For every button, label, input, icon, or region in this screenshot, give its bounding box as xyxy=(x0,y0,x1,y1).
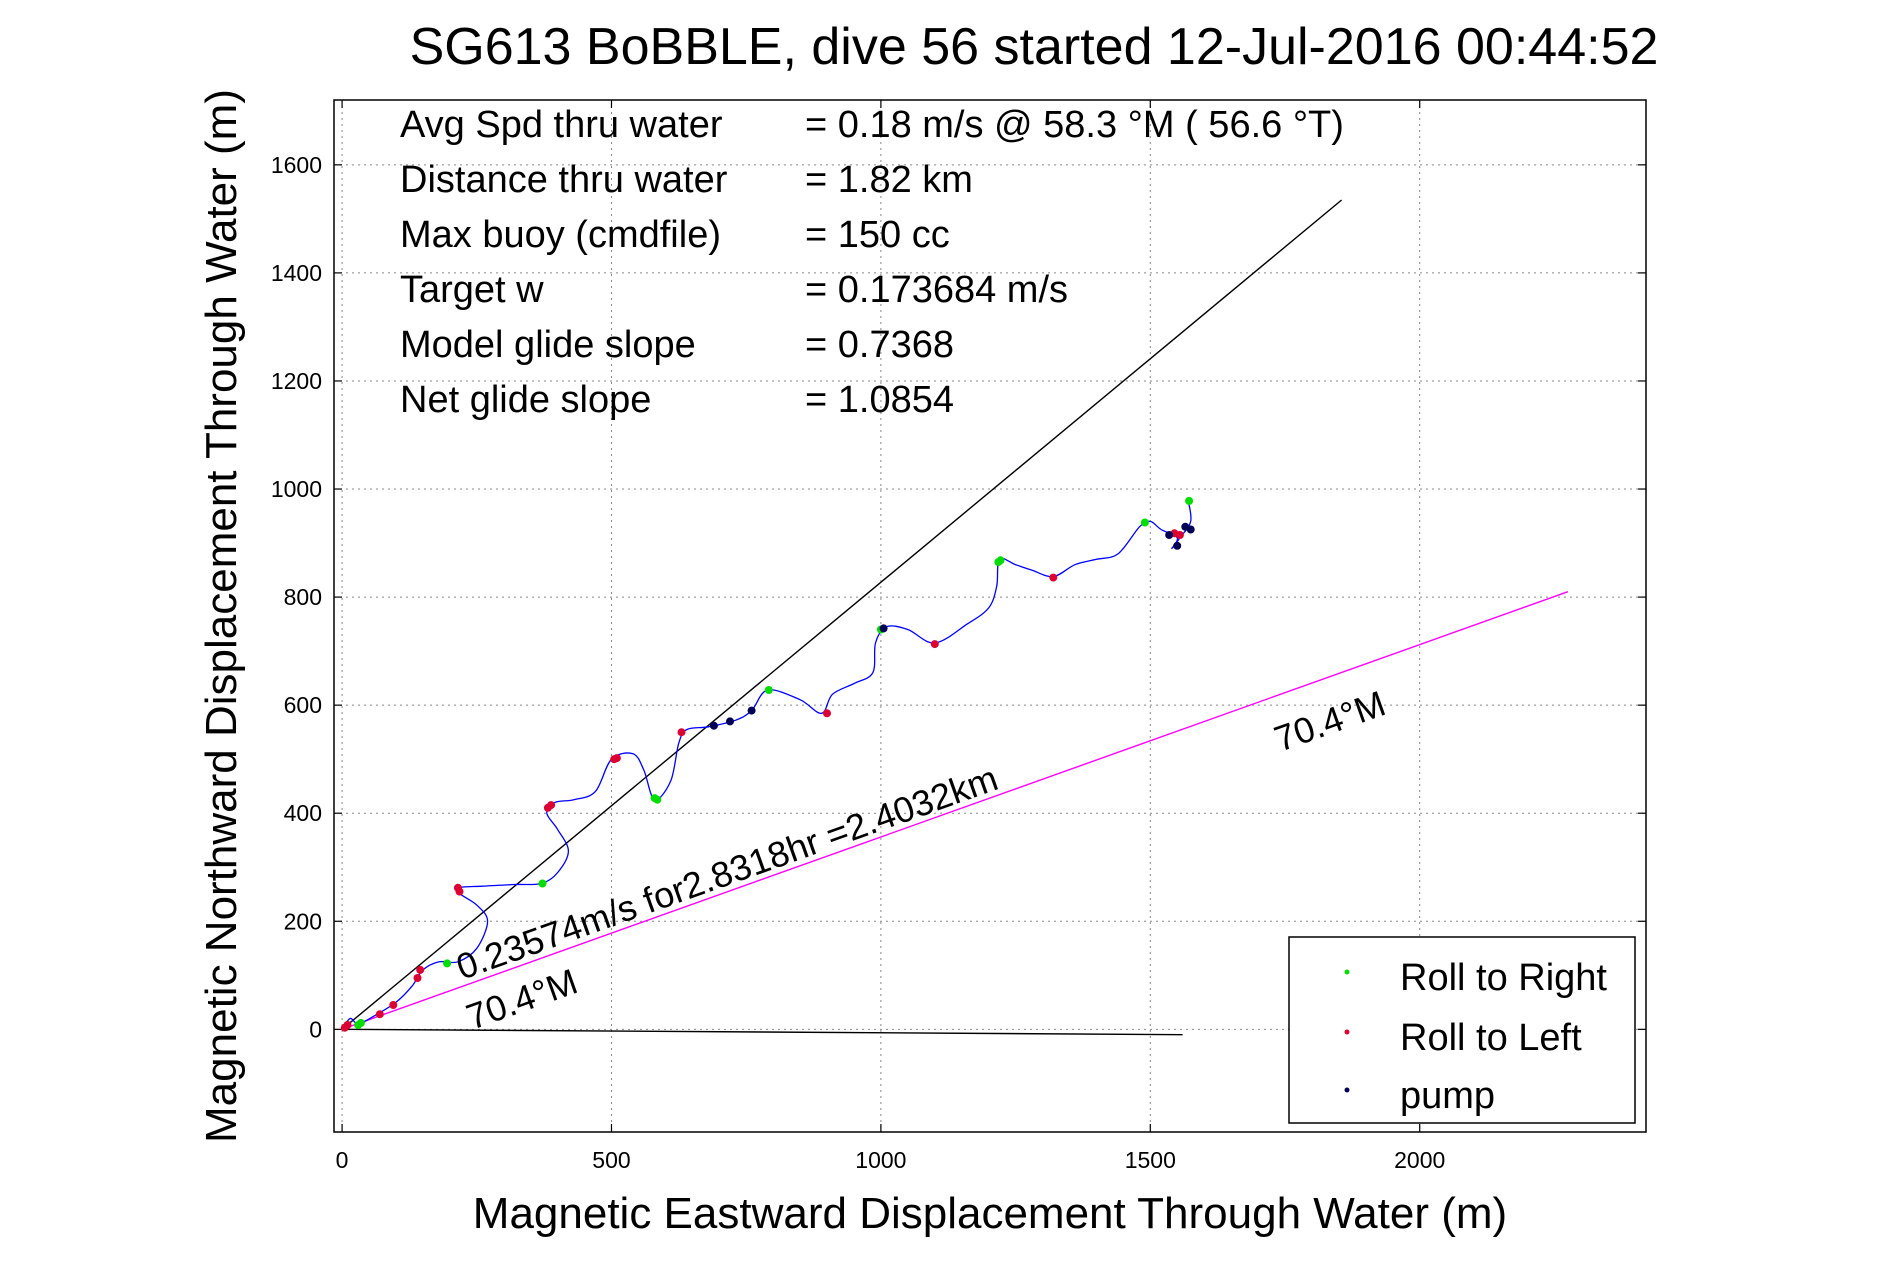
y-tick-label: 200 xyxy=(284,908,322,934)
y-axis-ticks: 0 200 400 600 800 1000 1200 1400 1600 xyxy=(271,152,1646,1042)
info-value-net-glide: = 1.0854 xyxy=(805,379,954,421)
pump-marker xyxy=(1186,525,1195,534)
x-tick-label: 2000 xyxy=(1394,1147,1445,1173)
legend-label-roll-left: Roll to Left xyxy=(1400,1017,1582,1059)
reference-lines xyxy=(341,199,1569,1036)
x-axis-ticks: 0 500 1000 1500 2000 xyxy=(336,100,1445,1173)
roll-left-marker xyxy=(343,1021,352,1029)
roll-left-marker xyxy=(612,754,621,763)
info-value-distance: = 1.82 km xyxy=(805,159,973,201)
info-block: Avg Spd thru water = 0.18 m/s @ 58.3 °M … xyxy=(400,104,1344,421)
reference-line xyxy=(342,1028,1183,1036)
roll-pump-markers xyxy=(340,496,1195,1032)
roll-left-marker xyxy=(375,1010,384,1019)
y-tick-label: 1000 xyxy=(271,476,322,502)
roll-right-marker xyxy=(653,795,662,804)
grid-lines xyxy=(334,100,1646,1132)
x-tick-label: 1500 xyxy=(1125,1147,1176,1173)
info-label-distance: Distance thru water xyxy=(400,159,728,201)
y-tick-label: 800 xyxy=(284,584,322,610)
roll-right-marker xyxy=(764,686,773,694)
roll-left-marker xyxy=(455,887,464,896)
pump-marker xyxy=(709,721,718,730)
roll-left-marker xyxy=(930,640,939,649)
y-tick-label: 0 xyxy=(309,1016,322,1042)
roll-right-marker xyxy=(356,1018,365,1027)
x-axis-label: Magnetic Eastward Displacement Through W… xyxy=(473,1189,1507,1238)
legend-label-pump: pump xyxy=(1400,1075,1495,1117)
y-tick-label: 600 xyxy=(284,692,322,718)
x-tick-label: 500 xyxy=(592,1147,630,1173)
roll-left-marker xyxy=(677,728,686,737)
info-label-model-glide: Model glide slope xyxy=(400,324,696,366)
pump-marker xyxy=(879,624,888,633)
roll-left-marker xyxy=(1049,573,1058,582)
legend: Roll to Right Roll to Left pump xyxy=(1288,936,1636,1124)
info-label-net-glide: Net glide slope xyxy=(400,379,651,421)
reference-line xyxy=(341,591,1569,1030)
y-tick-label: 1400 xyxy=(271,260,322,286)
pump-marker xyxy=(726,717,734,726)
roll-left-marker xyxy=(547,801,556,810)
legend-marker-pump xyxy=(1344,1087,1350,1093)
glider-track-line xyxy=(341,499,1192,1030)
legend-label-roll-right: Roll to Right xyxy=(1400,957,1607,999)
legend-marker-roll-right xyxy=(1344,969,1350,975)
roll-right-marker xyxy=(1140,518,1149,527)
pump-marker xyxy=(747,706,756,715)
y-tick-label: 1200 xyxy=(271,368,322,394)
roll-left-marker xyxy=(389,1001,398,1009)
info-value-target-w: = 0.173684 m/s xyxy=(805,269,1068,311)
roll-right-marker xyxy=(538,879,547,888)
roll-right-marker xyxy=(443,959,452,968)
x-tick-label: 1000 xyxy=(855,1147,906,1173)
reference-line xyxy=(341,199,1343,1030)
roll-left-marker xyxy=(823,709,831,718)
info-label-avg-spd: Avg Spd thru water xyxy=(400,104,723,146)
roll-right-marker xyxy=(1185,496,1194,505)
roll-left-marker xyxy=(1175,531,1184,539)
y-tick-label: 400 xyxy=(284,800,322,826)
y-axis-label: Magnetic Northward Displacement Through … xyxy=(197,89,246,1143)
chart-title: SG613 BoBBLE, dive 56 started 12-Jul-201… xyxy=(410,18,1659,76)
info-value-model-glide: = 0.7368 xyxy=(805,324,954,366)
y-tick-label: 1600 xyxy=(271,152,322,178)
legend-marker-roll-left xyxy=(1344,1029,1350,1035)
info-value-max-buoy: = 150 cc xyxy=(805,214,950,256)
roll-left-marker xyxy=(416,965,425,974)
roll-right-marker xyxy=(996,556,1005,565)
pump-marker xyxy=(1165,531,1174,539)
roll-left-marker xyxy=(413,974,422,982)
info-label-max-buoy: Max buoy (cmdfile) xyxy=(400,214,721,256)
x-tick-label: 0 xyxy=(336,1147,349,1173)
pump-marker xyxy=(1173,541,1182,550)
info-value-avg-spd: = 0.18 m/s @ 58.3 °M ( 56.6 °T) xyxy=(805,104,1344,146)
info-label-target-w: Target w xyxy=(400,269,544,311)
